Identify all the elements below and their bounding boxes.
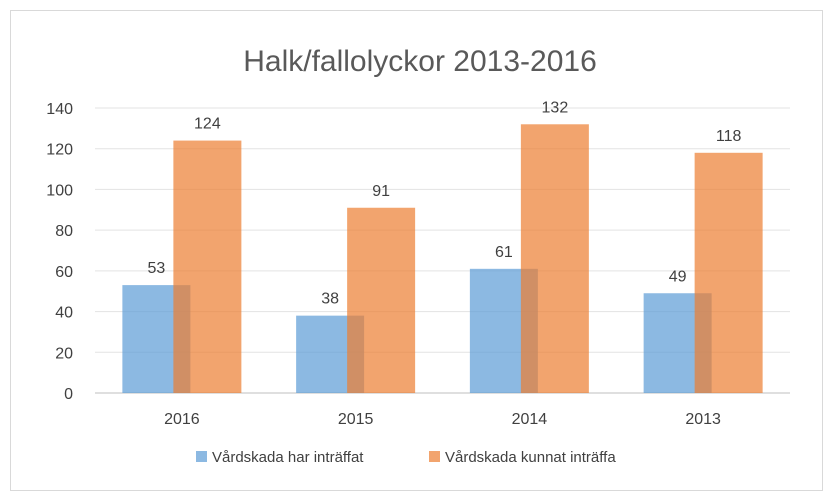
data-label: 132 [542, 99, 569, 116]
chart-title: Halk/fallolyckor 2013-2016 [243, 45, 597, 78]
bar-injury-could-occur-2015 [347, 207, 416, 393]
x-tick-label: 2013 [685, 411, 721, 428]
legend-swatch [429, 451, 440, 462]
data-label: 91 [372, 183, 390, 200]
legend-entry: Vårdskada har inträffat [212, 449, 364, 466]
bar-injury-could-occur-2014 [520, 124, 589, 394]
legend-entry: Vårdskada kunnat inträffa [445, 449, 616, 466]
y-axis-tick-labels: 0 20 40 60 80 100 120 140 [46, 101, 73, 403]
y-tick-label: 140 [46, 101, 73, 118]
y-tick-label: 120 [46, 142, 73, 159]
data-label: 38 [321, 291, 339, 308]
y-tick-label: 20 [55, 345, 73, 362]
legend: Vårdskada har inträffat Vårdskada kunnat … [196, 449, 616, 466]
bar-chart: Halk/fallolyckor 2013-2016 0 20 40 60 80 100 1… [46, 45, 790, 466]
data-label: 118 [716, 128, 742, 145]
y-tick-label: 60 [55, 264, 73, 281]
bar-injury-could-occur-2016 [173, 140, 242, 393]
data-label: 124 [194, 116, 221, 133]
y-tick-label: 40 [55, 305, 73, 322]
x-tick-label: 2015 [338, 411, 374, 428]
legend-swatch [196, 451, 207, 462]
y-tick-label: 100 [46, 182, 73, 199]
bars [122, 124, 763, 394]
data-label: 61 [495, 244, 513, 261]
data-label: 49 [669, 268, 687, 285]
y-tick-label: 80 [55, 223, 73, 240]
y-tick-label: 0 [64, 386, 73, 403]
data-labels: 53 124 38 91 61 132 49 118 [147, 99, 741, 307]
data-label: 53 [147, 260, 165, 277]
chart-frame: Halk/fallolyckor 2013-2016 0 20 40 60 80 100 1… [10, 10, 823, 491]
x-tick-label: 2016 [164, 411, 200, 428]
bar-injury-could-occur-2013 [694, 152, 763, 393]
x-axis-tick-labels: 2016 2015 2014 2013 [164, 411, 721, 428]
x-tick-label: 2014 [512, 411, 548, 428]
